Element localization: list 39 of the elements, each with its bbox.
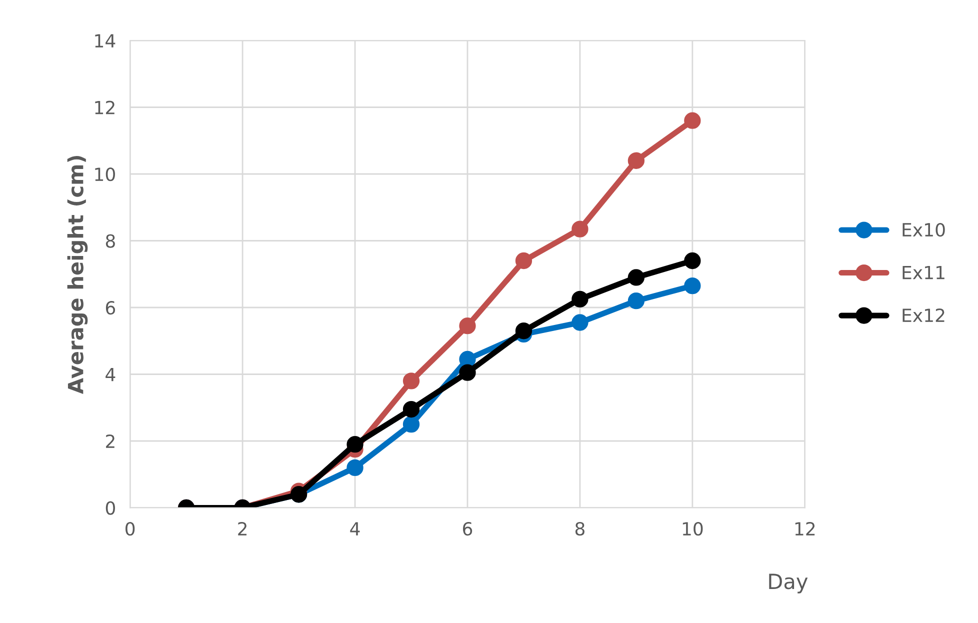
y-tick-label: 12 [95,100,114,114]
y-tick-label: 14 [95,34,116,48]
y-tick-label: 6 [106,300,116,315]
y-tick-label: 10 [95,167,115,182]
point [459,318,476,334]
x-tick-label: 6 [463,522,472,536]
legend-label: Ex12 [902,308,944,322]
point [572,290,588,308]
point [459,364,476,381]
x-axis-title: Day [769,574,808,594]
x-tick-label: 8 [575,522,584,536]
point [628,292,645,310]
legend-label: Ex11 [902,266,944,280]
point [684,112,701,129]
point [572,220,588,238]
y-tick-label: 8 [106,234,115,248]
x-tick-label: 10 [682,522,703,536]
point [515,252,532,270]
point [684,277,701,294]
point [459,350,476,368]
y-tick-label: 2 [106,434,114,448]
x-tick-label: 12 [795,522,815,536]
point [684,252,701,270]
point [515,322,532,340]
point [628,269,645,286]
point [628,152,645,169]
point [572,314,588,331]
legend-label: Ex10 [902,222,945,237]
x-tick-label: 2 [238,522,246,536]
point [402,416,420,433]
y-tick-label: 4 [106,368,116,382]
y-axis-title: Average height (cm) [67,156,88,394]
point [402,372,420,390]
point [402,400,420,418]
point [346,459,364,476]
point [346,436,364,453]
x-tick-label: 0 [126,522,135,536]
y-tick-label: 0 [106,501,115,515]
x-tick-label: 4 [350,522,360,536]
